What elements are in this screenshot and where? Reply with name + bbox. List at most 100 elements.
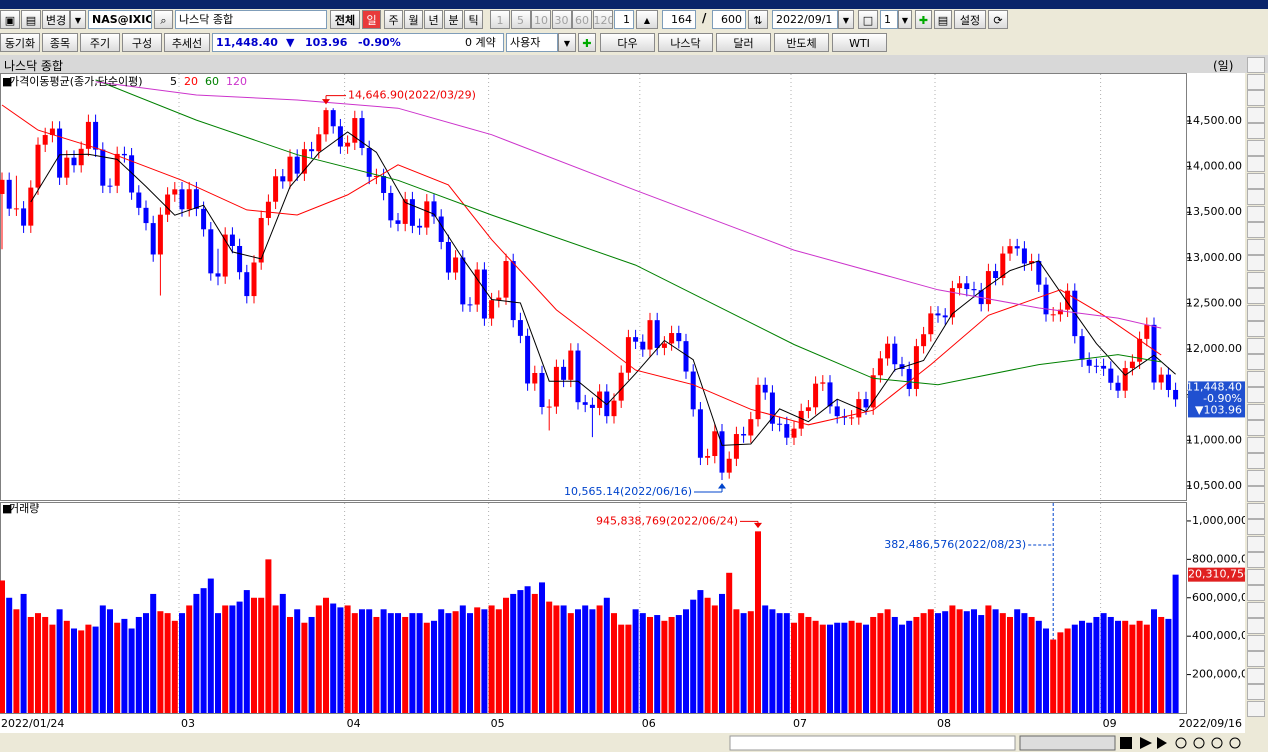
- tool-btn[interactable]: [1247, 238, 1265, 255]
- tool-btn[interactable]: [1247, 634, 1265, 651]
- zoom-reset[interactable]: [1211, 737, 1223, 749]
- dropdown[interactable]: ▼: [70, 10, 86, 29]
- icon-btn[interactable]: ⇅: [748, 10, 768, 29]
- tool-btn[interactable]: [1247, 519, 1265, 535]
- plus-btn[interactable]: ✚: [578, 33, 596, 52]
- search-btn[interactable]: ⌕: [154, 10, 173, 29]
- toolbar-btn[interactable]: 종목: [42, 33, 78, 52]
- tool-btn[interactable]: [1247, 469, 1265, 486]
- tool-btn[interactable]: [1247, 585, 1265, 601]
- index-btn[interactable]: 나스닥: [658, 33, 713, 52]
- change-btn[interactable]: 변경: [42, 10, 70, 29]
- tool-btn[interactable]: [1247, 354, 1265, 370]
- icon-btn[interactable]: ⟳: [988, 10, 1008, 29]
- period-btn[interactable]: 틱: [464, 10, 483, 29]
- tool-btn[interactable]: [1247, 288, 1265, 304]
- tool-btn[interactable]: [1247, 601, 1265, 618]
- tool-btn[interactable]: [1247, 73, 1265, 90]
- index-btn[interactable]: 달러: [716, 33, 771, 52]
- tool-btn[interactable]: [1247, 271, 1265, 288]
- toolbar-btn[interactable]: 추세선: [164, 33, 210, 52]
- date-field[interactable]: 2022/09/1: [772, 10, 838, 29]
- checkbox[interactable]: □: [858, 10, 878, 29]
- tool-btn[interactable]: [1247, 667, 1265, 684]
- interval-btn[interactable]: 1: [490, 10, 510, 29]
- icon-btn[interactable]: ▣: [0, 10, 20, 29]
- name-field[interactable]: 나스닥 종합: [175, 10, 327, 29]
- interval-btn[interactable]: 10: [531, 10, 551, 29]
- tool-btn[interactable]: [1247, 618, 1265, 634]
- tool-btn[interactable]: [1247, 139, 1265, 156]
- tool-btn[interactable]: [1247, 255, 1265, 271]
- tool-btn[interactable]: [1247, 535, 1265, 552]
- tool-btn[interactable]: [1247, 436, 1265, 453]
- period-btn[interactable]: 월: [404, 10, 423, 29]
- count-field[interactable]: 164: [662, 10, 696, 29]
- tool-btn[interactable]: [1247, 700, 1265, 717]
- interval-btn[interactable]: 120: [592, 10, 613, 29]
- tool-btn[interactable]: [1247, 222, 1265, 238]
- zoom-out[interactable]: [1193, 737, 1205, 749]
- dropdown[interactable]: ▼: [898, 10, 912, 29]
- toolbar-btn[interactable]: 구성: [122, 33, 162, 52]
- page-field[interactable]: 1: [880, 10, 898, 29]
- tool-btn[interactable]: [1247, 370, 1265, 387]
- tool-btn[interactable]: [1247, 123, 1265, 139]
- interval-btn[interactable]: 30: [551, 10, 572, 29]
- interval-btn[interactable]: 5: [510, 10, 531, 29]
- tool-btn[interactable]: [1247, 387, 1265, 403]
- period-btn[interactable]: 주: [384, 10, 403, 29]
- tool-btn[interactable]: [1247, 57, 1265, 73]
- tool-btn[interactable]: [1247, 337, 1265, 354]
- unit-field[interactable]: 1: [614, 10, 634, 29]
- tool-btn[interactable]: [1247, 90, 1265, 106]
- volume-bar: [1043, 628, 1049, 713]
- tool-btn[interactable]: [1247, 156, 1265, 172]
- tool-btn[interactable]: [1247, 453, 1265, 469]
- index-btn[interactable]: 다우: [600, 33, 655, 52]
- tool-btn[interactable]: [1247, 304, 1265, 321]
- code-field[interactable]: NAS@IXIC: [88, 10, 152, 29]
- toolbar-btn[interactable]: 동기화: [0, 33, 40, 52]
- scroll-thumb[interactable]: [1019, 735, 1116, 751]
- settings-btn[interactable]: 설정: [954, 10, 986, 29]
- period-btn[interactable]: 일: [362, 10, 381, 29]
- tool-btn[interactable]: [1247, 205, 1265, 222]
- user-field[interactable]: 사용자: [506, 33, 558, 52]
- volume-bar: [1014, 609, 1021, 713]
- tool-btn[interactable]: [1247, 189, 1265, 205]
- zoom-in[interactable]: [1175, 737, 1187, 749]
- tool-btn[interactable]: [1247, 552, 1265, 568]
- max-field[interactable]: 600: [712, 10, 746, 29]
- tool-btn[interactable]: [1247, 651, 1265, 667]
- tool-btn[interactable]: [1247, 403, 1265, 420]
- all-btn[interactable]: 전체: [330, 10, 360, 29]
- last-price: 11,448.40: [216, 36, 278, 49]
- tool-btn[interactable]: [1247, 502, 1265, 519]
- tool-btn[interactable]: [1247, 486, 1265, 502]
- tool-btn[interactable]: [1247, 568, 1265, 585]
- zoom-fit[interactable]: [1229, 737, 1241, 749]
- dropdown[interactable]: ▼: [838, 10, 854, 29]
- interval-btn[interactable]: 60: [572, 10, 592, 29]
- icon-btn[interactable]: ▤: [934, 10, 952, 29]
- spin[interactable]: ▲: [636, 10, 658, 29]
- scroll-track[interactable]: [729, 735, 1016, 751]
- dropdown[interactable]: ▼: [558, 33, 576, 52]
- plus-btn[interactable]: ✚: [915, 10, 932, 29]
- tool-btn[interactable]: [1247, 420, 1265, 436]
- icon-btn[interactable]: ▤: [21, 10, 41, 29]
- tool-btn[interactable]: [1247, 684, 1265, 700]
- tool-btn[interactable]: [1247, 106, 1265, 123]
- index-btn[interactable]: WTI: [832, 33, 887, 52]
- period-btn[interactable]: 년: [424, 10, 443, 29]
- stop-btn[interactable]: [1120, 737, 1132, 749]
- index-btn[interactable]: 반도체: [774, 33, 829, 52]
- tool-btn[interactable]: [1247, 172, 1265, 189]
- period-btn[interactable]: 분: [444, 10, 463, 29]
- candle-body: [150, 223, 156, 255]
- toolbar-btn[interactable]: 주기: [80, 33, 120, 52]
- tool-btn[interactable]: [1247, 321, 1265, 337]
- candle-body: [661, 343, 667, 348]
- play-btn[interactable]: [1140, 737, 1167, 749]
